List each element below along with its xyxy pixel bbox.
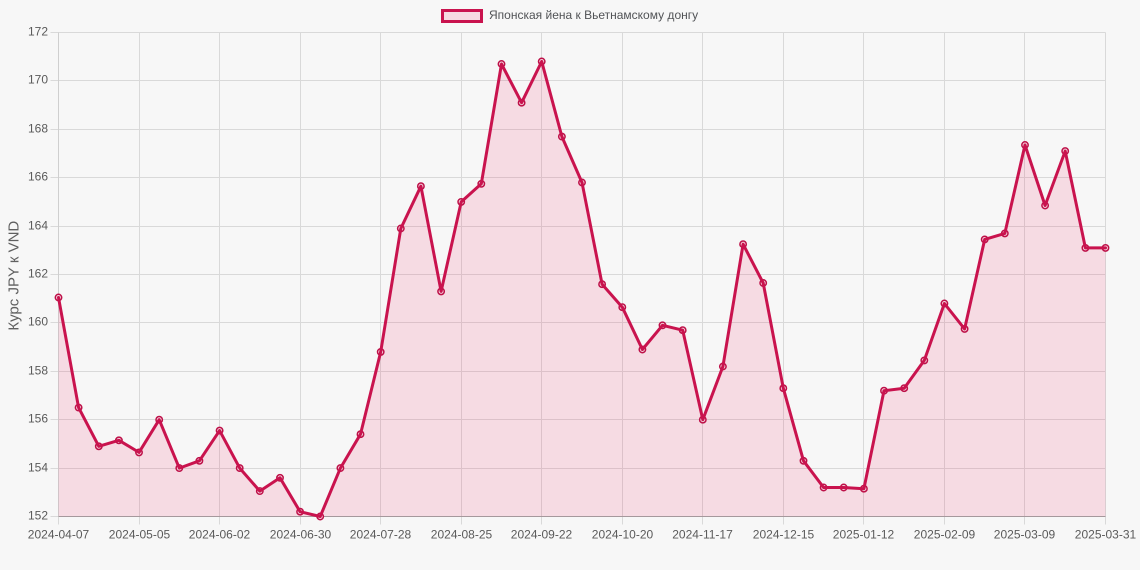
svg-text:2024-12-15: 2024-12-15: [753, 527, 815, 541]
svg-text:160: 160: [28, 315, 48, 329]
svg-text:164: 164: [28, 219, 48, 233]
svg-text:2025-02-09: 2025-02-09: [914, 527, 976, 541]
svg-text:156: 156: [28, 412, 48, 426]
svg-text:2024-08-25: 2024-08-25: [431, 527, 493, 541]
svg-text:170: 170: [28, 73, 48, 87]
svg-text:2024-04-07: 2024-04-07: [28, 527, 90, 541]
svg-text:154: 154: [28, 461, 48, 475]
svg-text:2025-03-09: 2025-03-09: [994, 527, 1056, 541]
svg-text:2024-06-30: 2024-06-30: [270, 527, 332, 541]
svg-text:Японская йена к Вьетнамскому д: Японская йена к Вьетнамскому донгу: [489, 8, 698, 22]
svg-text:2024-10-20: 2024-10-20: [592, 527, 654, 541]
svg-text:152: 152: [28, 509, 48, 523]
svg-text:168: 168: [28, 122, 48, 136]
svg-text:2024-06-02: 2024-06-02: [189, 527, 251, 541]
svg-text:166: 166: [28, 170, 48, 184]
svg-text:2025-03-31: 2025-03-31: [1075, 527, 1137, 541]
svg-text:2024-05-05: 2024-05-05: [109, 527, 171, 541]
svg-text:2024-09-22: 2024-09-22: [511, 527, 573, 541]
svg-text:162: 162: [28, 267, 48, 281]
svg-text:2024-07-28: 2024-07-28: [350, 527, 412, 541]
svg-text:158: 158: [28, 364, 48, 378]
svg-text:2024-11-17: 2024-11-17: [672, 527, 733, 541]
svg-text:Курс JPY к VND: Курс JPY к VND: [6, 221, 23, 331]
svg-text:172: 172: [28, 25, 48, 39]
svg-text:2025-01-12: 2025-01-12: [833, 527, 895, 541]
